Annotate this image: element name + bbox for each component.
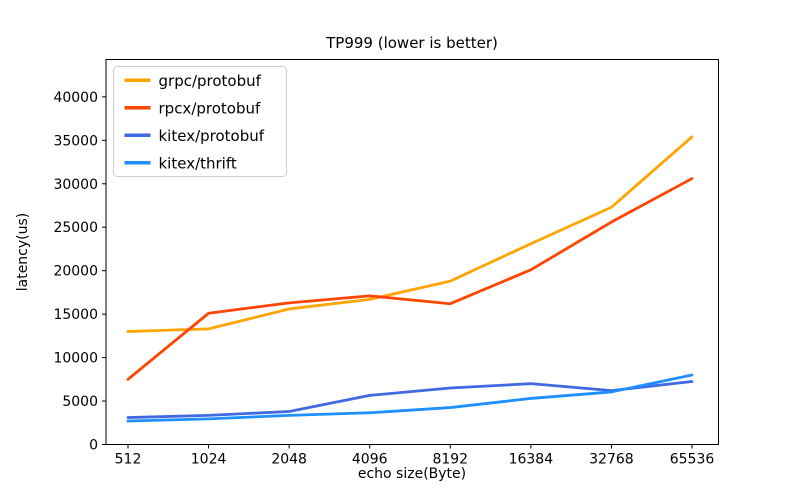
axes: 0 5000 10000 15000 20000 25000 30000 35000 40000… — [53, 59, 719, 468]
x-tick-label: 1024 — [191, 452, 227, 468]
y-tick-label: 25000 — [53, 220, 98, 236]
legend-label: kitex/protobuf — [159, 127, 265, 145]
series-line-rpcx-protobuf — [126, 177, 694, 381]
legend-label: kitex/thrift — [159, 154, 237, 172]
x-tick-label: 32768 — [589, 452, 634, 468]
legend-box — [113, 66, 287, 177]
x-tick-label: 8192 — [432, 452, 468, 468]
series-line-grpc-protobuf — [126, 135, 694, 333]
y-tick-label: 15000 — [53, 307, 98, 323]
x-axis-label: echo size(Byte) — [358, 466, 466, 482]
legend: grpc/protobuf rpcx/protobuf kitex/protobuf… — [113, 66, 287, 177]
y-axis-label: latency(us) — [15, 213, 31, 292]
plot-border — [105, 59, 719, 445]
y-tick-label: 10000 — [53, 351, 98, 367]
x-tick-label: 4096 — [352, 452, 388, 468]
x-tick-label: 2048 — [271, 452, 307, 468]
y-tick-label: 40000 — [53, 90, 98, 106]
legend-label: rpcx/protobuf — [159, 99, 261, 117]
y-tick-label: 20000 — [53, 264, 98, 280]
y-tick-label: 5000 — [62, 394, 98, 410]
x-tick-label: 16384 — [509, 452, 554, 468]
series-line-kitex-protobuf — [126, 380, 694, 419]
series-line-kitex-thrift — [126, 373, 694, 423]
x-tick-label: 65536 — [670, 452, 715, 468]
y-tick-label: 0 — [89, 438, 98, 454]
data-series — [126, 135, 694, 423]
y-tick-label: 35000 — [53, 133, 98, 149]
x-tick-label: 512 — [115, 452, 142, 468]
legend-label: grpc/protobuf — [159, 72, 262, 90]
y-tick-label: 30000 — [53, 177, 98, 193]
chart-title: TP999 (lower is better) — [325, 34, 498, 52]
